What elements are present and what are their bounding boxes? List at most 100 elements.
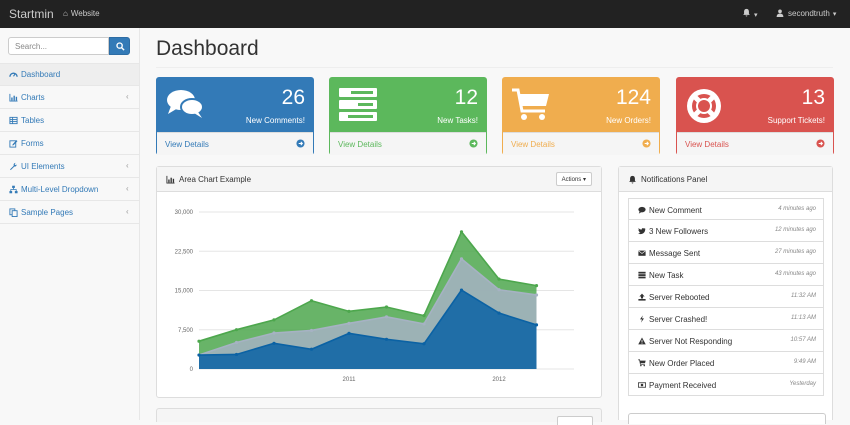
edit-icon bbox=[9, 140, 18, 148]
search-icon bbox=[116, 42, 125, 51]
data-point bbox=[422, 342, 426, 346]
view-details-link[interactable]: View Details bbox=[503, 132, 659, 155]
envelope-icon bbox=[638, 250, 646, 256]
alerts-dropdown[interactable]: ▾ bbox=[742, 8, 758, 19]
stat-card-tickets: 13 Support Tickets! View Details bbox=[676, 77, 834, 155]
chevron-down-icon: ▾ bbox=[582, 177, 586, 183]
chevron-left-icon: ‹ bbox=[126, 92, 129, 101]
files-icon bbox=[9, 208, 18, 217]
data-point bbox=[234, 328, 239, 332]
data-point bbox=[347, 309, 351, 313]
view-details-label: View Details bbox=[338, 140, 382, 149]
view-details-label: View Details bbox=[685, 140, 729, 149]
data-point bbox=[272, 318, 276, 322]
data-point bbox=[459, 288, 464, 292]
y-tick-label: 30,000 bbox=[175, 210, 194, 216]
x-tick-label: 2011 bbox=[343, 377, 357, 383]
data-point bbox=[459, 257, 464, 261]
sidebar-item-label: UI Elements bbox=[21, 162, 65, 171]
user-dropdown[interactable]: secondtruth ▾ bbox=[776, 9, 836, 18]
notification-item[interactable]: 3 New Followers 12 minutes ago bbox=[628, 220, 824, 242]
view-all-alerts-button[interactable] bbox=[628, 413, 826, 424]
notification-item[interactable]: Message Sent 27 minutes ago bbox=[628, 242, 824, 264]
notification-text: Message Sent bbox=[649, 249, 701, 258]
actions-dropdown-button[interactable] bbox=[557, 416, 593, 425]
data-point bbox=[384, 315, 389, 319]
sidebar-item-label: Multi-Level Dropdown bbox=[21, 185, 99, 194]
sidebar-item-forms[interactable]: Forms bbox=[0, 133, 139, 155]
title-divider bbox=[156, 67, 833, 68]
notification-item[interactable]: Server Rebooted 11:32 AM bbox=[628, 286, 824, 308]
view-details-link[interactable]: View Details bbox=[157, 132, 313, 155]
data-point bbox=[534, 293, 539, 297]
data-point bbox=[422, 314, 426, 318]
sidebar-item-tables[interactable]: Tables bbox=[0, 110, 139, 132]
arrow-circle-right-icon bbox=[642, 139, 651, 148]
data-point bbox=[384, 305, 389, 309]
notification-text: 3 New Followers bbox=[649, 227, 709, 236]
arrow-circle-right-icon bbox=[816, 139, 825, 148]
data-point bbox=[234, 340, 239, 345]
notification-item[interactable]: New Comment 4 minutes ago bbox=[628, 198, 824, 220]
website-link[interactable]: ⌂ Website bbox=[63, 9, 100, 18]
card-header: 13 Support Tickets! bbox=[677, 78, 833, 132]
data-point bbox=[459, 230, 464, 234]
data-point bbox=[272, 341, 276, 345]
chevron-left-icon: ‹ bbox=[126, 161, 129, 170]
y-tick-label: 15,000 bbox=[175, 289, 194, 295]
notification-text: New Task bbox=[649, 271, 684, 280]
notification-item[interactable]: Server Not Responding 10:57 AM bbox=[628, 330, 824, 352]
data-point bbox=[347, 331, 351, 335]
brand-link[interactable]: Startmin bbox=[9, 7, 54, 21]
data-point bbox=[497, 277, 501, 281]
actions-label: Actions bbox=[561, 177, 582, 183]
sidebar-item-sample-pages[interactable]: Sample Pages ‹ bbox=[0, 202, 139, 224]
data-point bbox=[272, 331, 276, 335]
stat-caption: New Orders! bbox=[606, 116, 651, 125]
notification-item[interactable]: New Task 43 minutes ago bbox=[628, 264, 824, 286]
y-tick-label: 7,500 bbox=[178, 328, 194, 334]
chevron-left-icon: ‹ bbox=[126, 207, 129, 216]
table-icon bbox=[9, 116, 18, 125]
stat-caption: Support Tickets! bbox=[767, 116, 825, 125]
panel-title: Area Chart Example bbox=[179, 175, 252, 184]
data-point bbox=[497, 311, 501, 315]
sidebar-item-dashboard[interactable]: Dashboard bbox=[0, 64, 139, 86]
sidebar-item-charts[interactable]: Charts ‹ bbox=[0, 87, 139, 109]
sidebar: Dashboard Charts ‹ Tables Forms UI Eleme… bbox=[0, 28, 140, 420]
stat-value: 124 bbox=[615, 86, 651, 109]
notification-time: 27 minutes ago bbox=[774, 249, 816, 255]
stat-card-tasks: 12 New Tasks! View Details bbox=[329, 77, 487, 155]
view-details-link[interactable]: View Details bbox=[330, 132, 486, 155]
stat-caption: New Tasks! bbox=[437, 116, 478, 125]
x-tick-label: 2012 bbox=[492, 377, 506, 383]
search-button[interactable] bbox=[109, 37, 130, 55]
sidebar-item-multi-level-dropdown[interactable]: Multi-Level Dropdown ‹ bbox=[0, 179, 139, 201]
money-icon bbox=[638, 382, 646, 388]
card-header: 26 New Comments! bbox=[157, 78, 313, 132]
chevron-left-icon: ‹ bbox=[126, 184, 129, 193]
sidebar-divider bbox=[0, 63, 140, 64]
notification-item[interactable]: Payment Received Yesterday bbox=[628, 374, 824, 396]
notification-time: 9:49 AM bbox=[793, 359, 816, 365]
data-point bbox=[534, 284, 539, 288]
user-icon bbox=[776, 9, 784, 17]
view-details-link[interactable]: View Details bbox=[677, 132, 833, 155]
actions-dropdown-button[interactable]: Actions ▾ bbox=[555, 172, 592, 186]
notification-item[interactable]: New Order Placed 9:49 AM bbox=[628, 352, 824, 374]
tasks-icon bbox=[638, 271, 646, 279]
area-series-0 bbox=[199, 290, 537, 369]
panel-title: Notifications Panel bbox=[641, 175, 708, 184]
notification-time: 11:32 AM bbox=[790, 293, 816, 299]
notification-text: New Order Placed bbox=[649, 359, 715, 368]
card-header: 124 New Orders! bbox=[503, 78, 659, 132]
comment-icon bbox=[638, 206, 646, 214]
sidebar-item-ui-elements[interactable]: UI Elements ‹ bbox=[0, 156, 139, 178]
panel-heading: Notifications Panel bbox=[619, 167, 832, 192]
notifications-panel: Notifications Panel New Comment 4 minute… bbox=[618, 166, 833, 424]
dashboard-icon bbox=[9, 72, 18, 77]
notification-item[interactable]: Server Crashed! 11:13 AM bbox=[628, 308, 824, 330]
search-input[interactable] bbox=[8, 37, 109, 55]
stat-card-orders: 124 New Orders! View Details bbox=[502, 77, 660, 155]
bolt-icon bbox=[640, 315, 644, 323]
